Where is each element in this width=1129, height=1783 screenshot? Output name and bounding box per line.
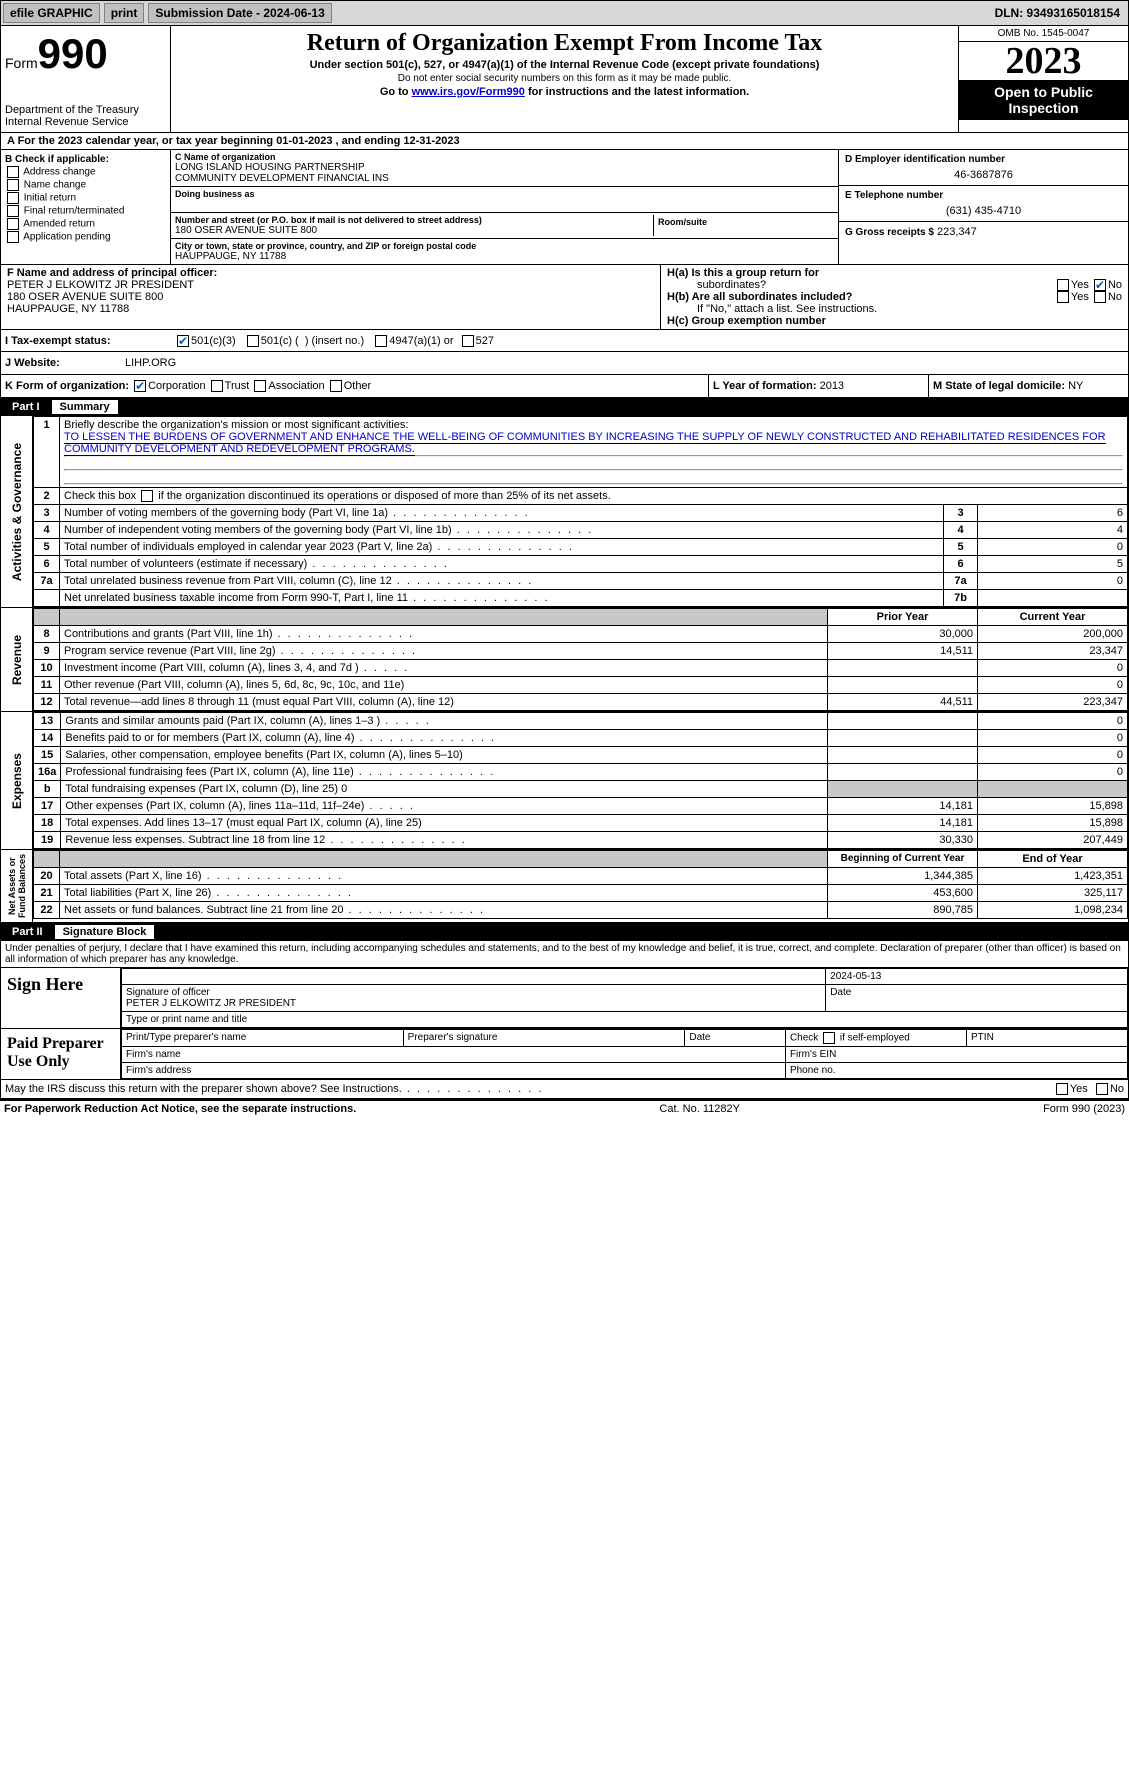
discuss-row: May the IRS discuss this return with the… [0, 1080, 1129, 1099]
b-opt[interactable]: Initial return [5, 192, 166, 204]
sig-declaration: Under penalties of perjury, I declare th… [0, 941, 1129, 968]
g-lbl: G Gross receipts $ [845, 227, 934, 238]
part1-header: Part I Summary [0, 398, 1129, 416]
dba-lbl: Doing business as [175, 189, 834, 199]
hb-note: If "No," attach a list. See instructions… [667, 303, 1122, 315]
k-lbl: K Form of organization: [5, 380, 129, 392]
org-name-1: LONG ISLAND HOUSING PARTNERSHIP [175, 162, 834, 173]
form-sub2: Do not enter social security numbers on … [175, 73, 954, 84]
org-name-2: COMMUNITY DEVELOPMENT FINANCIAL INS [175, 173, 834, 184]
form-sub3: Go to www.irs.gov/Form990 for instructio… [175, 86, 954, 98]
irs-link[interactable]: www.irs.gov/Form990 [412, 86, 525, 98]
tax-year: 2023 [959, 42, 1128, 80]
officer-name: PETER J ELKOWITZ JR PRESIDENT [7, 279, 654, 291]
b-opt[interactable]: Final return/terminated [5, 205, 166, 217]
top-bar: efile GRAPHIC print Submission Date - 20… [0, 0, 1129, 26]
section-f-h: F Name and address of principal officer:… [0, 265, 1129, 330]
side-na: Net Assets or Fund Balances [5, 850, 29, 922]
b-header: B Check if applicable: [5, 154, 166, 165]
gross-val: 223,347 [937, 226, 977, 238]
side-exp: Expenses [8, 749, 26, 813]
officer-city: HAUPPAUGE, NY 11788 [7, 303, 654, 315]
city-val: HAUPPAUGE, NY 11788 [175, 251, 834, 262]
website-val: LIHP.ORG [125, 357, 176, 369]
city-lbl: City or town, state or province, country… [175, 241, 834, 251]
b-opt[interactable]: Amended return [5, 218, 166, 230]
ha-row: H(a) Is this a group return for [667, 267, 1122, 279]
form-number: Form990 [5, 30, 166, 78]
dept-label: Department of the Treasury [5, 104, 166, 116]
section-b-to-g: B Check if applicable: Address change Na… [0, 150, 1129, 265]
form-title: Return of Organization Exempt From Incom… [175, 30, 954, 57]
submission-date: Submission Date - 2024-06-13 [148, 3, 331, 23]
i-lbl: I Tax-exempt status: [5, 335, 175, 347]
b-opt[interactable]: Application pending [5, 231, 166, 243]
open-inspection: Open to Public Inspection [959, 80, 1128, 120]
f-lbl: F Name and address of principal officer: [7, 267, 654, 279]
b-opt[interactable]: Address change [5, 166, 166, 178]
officer-addr: 180 OSER AVENUE SUITE 800 [7, 291, 654, 303]
hc-lbl: H(c) Group exemption number [667, 315, 1122, 327]
print-button[interactable]: print [104, 3, 145, 23]
e-lbl: E Telephone number [845, 190, 1122, 201]
dln-label: DLN: 93493165018154 [995, 6, 1126, 20]
irs-label: Internal Revenue Service [5, 116, 166, 128]
footer: For Paperwork Reduction Act Notice, see … [0, 1099, 1129, 1117]
mission-text: TO LESSEN THE BURDENS OF GOVERNMENT AND … [64, 431, 1106, 456]
form-sub1: Under section 501(c), 527, or 4947(a)(1)… [175, 59, 954, 71]
efile-label: efile GRAPHIC [3, 3, 100, 23]
paid-preparer: Paid Preparer Use Only [1, 1029, 121, 1079]
b-opt[interactable]: Name change [5, 179, 166, 191]
sign-here: Sign Here [1, 968, 121, 1028]
j-lbl: J Website: [5, 357, 125, 369]
d-lbl: D Employer identification number [845, 154, 1122, 165]
addr-val: 180 OSER AVENUE SUITE 800 [175, 225, 653, 236]
room-lbl: Room/suite [658, 217, 830, 227]
c-name-lbl: C Name of organization [175, 152, 834, 162]
ein-val: 46-3687876 [845, 169, 1122, 181]
form-header: Form990 Department of the Treasury Inter… [0, 26, 1129, 133]
part2-header: Part II Signature Block [0, 923, 1129, 941]
phone-val: (631) 435-4710 [845, 205, 1122, 217]
addr-lbl: Number and street (or P.O. box if mail i… [175, 215, 653, 225]
side-rev: Revenue [8, 631, 26, 689]
side-ag: Activities & Governance [8, 439, 26, 585]
row-a: A For the 2023 calendar year, or tax yea… [0, 133, 1129, 150]
